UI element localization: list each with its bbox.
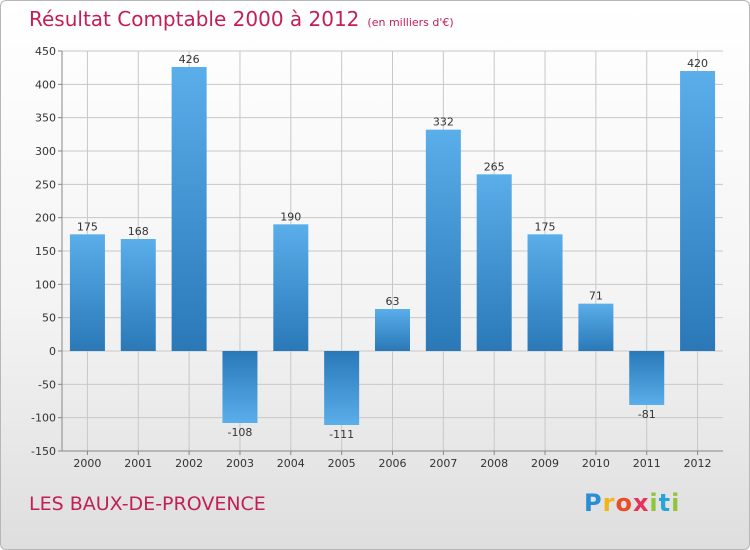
bar xyxy=(69,234,105,351)
y-tick-label: 50 xyxy=(42,312,56,325)
bar xyxy=(629,351,665,405)
bar xyxy=(324,351,360,425)
data-label: 190 xyxy=(280,210,301,223)
bar xyxy=(171,67,207,351)
y-tick-label: -50 xyxy=(38,378,56,391)
bar xyxy=(120,239,156,351)
x-tick-label: 2004 xyxy=(277,457,305,470)
logo-letter: r xyxy=(602,489,616,517)
y-tick-label: -100 xyxy=(31,412,56,425)
x-tick-label: 2000 xyxy=(73,457,101,470)
bar xyxy=(273,224,309,351)
x-tick-label: 2010 xyxy=(582,457,610,470)
bar xyxy=(375,309,410,351)
chart-subtitle: (en milliers d'€) xyxy=(367,16,454,29)
bar xyxy=(222,351,258,423)
data-label: 71 xyxy=(589,290,603,303)
x-tick-label: 2006 xyxy=(379,457,407,470)
chart-title: Résultat Comptable 2000 à 2012 (en millie… xyxy=(29,7,454,31)
bar xyxy=(578,303,614,351)
data-label: 175 xyxy=(77,220,98,233)
y-tick-label: -150 xyxy=(31,445,56,458)
logo-letter: x xyxy=(632,489,650,517)
y-tick-label: 200 xyxy=(35,212,56,225)
y-tick-label: 100 xyxy=(35,278,56,291)
axes: -150 -100 -50 0 50 100 150 200 250 300 350 400 450 20… xyxy=(31,45,723,470)
bar xyxy=(425,129,461,351)
chart-title-text: Résultat Comptable 2000 à 2012 xyxy=(29,7,360,31)
bar xyxy=(476,174,512,351)
city-name: LES BAUX-DE-PROVENCE xyxy=(29,493,266,515)
y-tick-label: 250 xyxy=(35,178,56,191)
logo-letter: P xyxy=(584,489,603,517)
bar xyxy=(680,71,716,351)
x-tick-label: 2011 xyxy=(633,457,661,470)
x-tick-label: 2012 xyxy=(684,457,712,470)
y-tick-label: 0 xyxy=(49,345,56,358)
logo-letter: o xyxy=(615,489,633,517)
data-labels: 175 168 426 -108 190 -111 63 332 265 175 71 -81 420 xyxy=(77,53,708,441)
data-label: 420 xyxy=(687,57,708,70)
grid-lines xyxy=(62,50,723,452)
x-tick-label: 2003 xyxy=(226,457,254,470)
data-label: -81 xyxy=(638,408,656,421)
data-label: -108 xyxy=(227,426,252,439)
x-tick-label: 2007 xyxy=(429,457,457,470)
y-tick-label: 450 xyxy=(35,45,56,58)
data-label: 265 xyxy=(484,160,505,173)
logo-letter: i xyxy=(671,489,681,517)
data-label: 168 xyxy=(128,225,149,238)
logo-letter: i xyxy=(649,489,659,517)
logo-letter: t xyxy=(658,489,672,517)
x-tick-label: 2009 xyxy=(531,457,559,470)
data-label: 332 xyxy=(433,116,454,129)
bar xyxy=(527,234,563,351)
y-tick-label: 350 xyxy=(35,112,56,125)
data-label: -111 xyxy=(329,428,354,441)
data-label: 63 xyxy=(386,295,400,308)
data-label: 175 xyxy=(535,220,556,233)
data-label: 426 xyxy=(179,53,200,66)
x-tick-label: 2008 xyxy=(480,457,508,470)
proxiti-logo[interactable]: Proxiti xyxy=(584,489,680,517)
x-tick-label: 2005 xyxy=(328,457,356,470)
x-tick-label: 2001 xyxy=(124,457,152,470)
x-tick-label: 2002 xyxy=(175,457,203,470)
y-tick-label: 300 xyxy=(35,145,56,158)
bars xyxy=(69,67,716,425)
y-tick-label: 150 xyxy=(35,245,56,258)
y-tick-label: 400 xyxy=(35,78,56,91)
